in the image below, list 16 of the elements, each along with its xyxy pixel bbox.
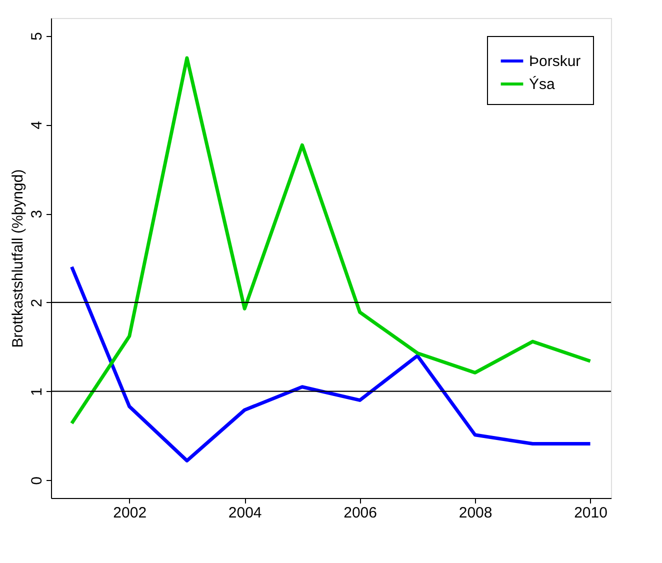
y-tick-label: 4 <box>28 120 46 130</box>
x-tick-label: 2006 <box>344 504 377 522</box>
y-axis-title: Brottkastshlutfall (%þyngd) <box>10 169 26 348</box>
y-tick-label: 3 <box>28 210 46 218</box>
line-series <box>70 265 592 462</box>
x-tick-label: 2004 <box>228 504 262 522</box>
y-tick-label: 5 <box>28 32 46 40</box>
y-tick-label: 1 <box>28 388 46 396</box>
x-tick-label: 2010 <box>574 504 608 522</box>
legend-label: Ýsa <box>529 75 556 93</box>
y-tick-label: 2 <box>28 298 46 308</box>
legend-label: Þorskur <box>529 53 581 70</box>
x-tick-label: 2008 <box>458 504 492 522</box>
line-series <box>70 56 592 426</box>
x-tick-label: 2002 <box>113 504 147 522</box>
y-tick-label: 0 <box>28 476 46 485</box>
